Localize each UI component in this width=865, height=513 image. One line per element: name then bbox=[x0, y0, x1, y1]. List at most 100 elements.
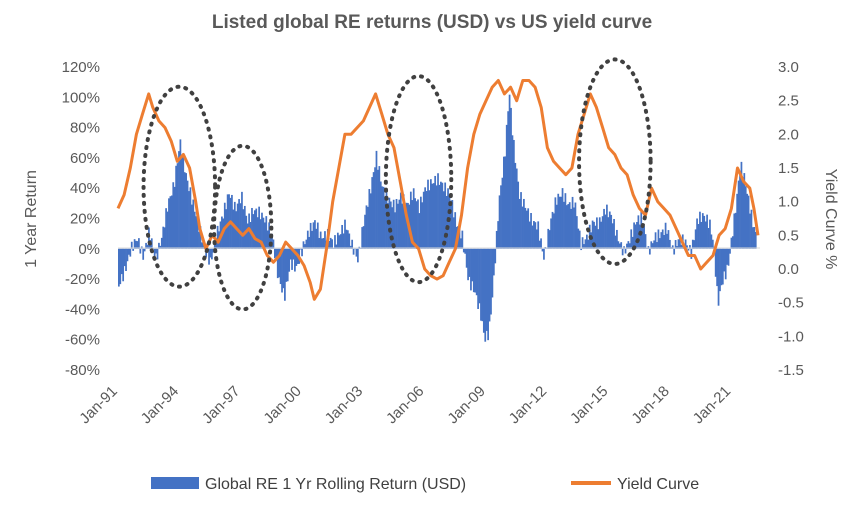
return-bar bbox=[727, 248, 730, 266]
return-bar bbox=[454, 212, 457, 249]
return-bar bbox=[249, 222, 252, 249]
return-bar bbox=[547, 228, 550, 249]
return-bar bbox=[216, 225, 219, 249]
return-bar bbox=[159, 245, 162, 249]
return-bar bbox=[563, 201, 565, 249]
y2-tick-label: 0.5 bbox=[778, 227, 799, 244]
return-bar bbox=[256, 217, 259, 249]
return-bar bbox=[365, 205, 368, 249]
return-bar bbox=[703, 215, 706, 249]
y2-tick-label: -1.0 bbox=[778, 328, 804, 345]
return-bar bbox=[409, 191, 412, 249]
return-bar bbox=[405, 202, 408, 249]
return-bar bbox=[570, 208, 572, 249]
yield-curve-line bbox=[116, 79, 760, 301]
return-bar bbox=[501, 177, 504, 249]
return-bar bbox=[699, 211, 701, 249]
return-bar bbox=[128, 248, 130, 255]
return-bar bbox=[375, 150, 378, 249]
return-bar bbox=[511, 135, 514, 249]
return-bar bbox=[502, 156, 505, 249]
x-tick-label: Jan-91 bbox=[76, 383, 120, 427]
return-bar bbox=[185, 173, 187, 249]
return-bar bbox=[743, 173, 746, 249]
return-bar bbox=[162, 226, 165, 249]
return-bar bbox=[266, 230, 269, 249]
y2-axis-title: Yield Curve % bbox=[822, 169, 839, 270]
return-bar bbox=[176, 163, 179, 249]
return-bar bbox=[411, 200, 414, 249]
return-bar bbox=[263, 222, 266, 249]
return-bar bbox=[458, 227, 461, 249]
x-tick-label: Jan-21 bbox=[690, 383, 734, 427]
return-bar bbox=[342, 233, 345, 249]
return-bar bbox=[744, 186, 747, 249]
return-bar bbox=[680, 244, 683, 249]
return-bar bbox=[491, 248, 494, 298]
return-bar bbox=[638, 224, 641, 249]
return-bar bbox=[634, 224, 637, 249]
return-bar bbox=[414, 198, 416, 249]
return-bar bbox=[648, 248, 651, 255]
return-bar bbox=[608, 211, 611, 249]
return-bar bbox=[392, 199, 395, 249]
return-bar bbox=[581, 237, 584, 249]
return-bar bbox=[528, 221, 531, 249]
return-bar bbox=[527, 208, 530, 249]
y2-tick-label: 2.5 bbox=[778, 93, 799, 110]
return-bar bbox=[696, 218, 698, 249]
return-bar bbox=[740, 161, 743, 249]
return-bar bbox=[494, 248, 497, 264]
return-bar bbox=[537, 221, 540, 249]
return-bar bbox=[311, 230, 313, 249]
return-bar bbox=[441, 182, 444, 249]
return-bar bbox=[282, 248, 285, 289]
return-bar bbox=[122, 248, 125, 282]
return-bar bbox=[382, 186, 385, 249]
return-bar bbox=[276, 248, 279, 279]
return-bar bbox=[583, 244, 585, 249]
return-bar bbox=[573, 207, 575, 249]
return-bar bbox=[661, 229, 664, 249]
return-bar bbox=[345, 229, 348, 249]
return-bar bbox=[710, 234, 713, 249]
return-bar bbox=[644, 234, 647, 249]
return-bar bbox=[179, 139, 182, 249]
return-bar bbox=[357, 248, 359, 263]
return-bar bbox=[346, 230, 349, 249]
return-bar bbox=[673, 248, 676, 255]
return-bar bbox=[723, 248, 726, 272]
legend-swatch-returns bbox=[151, 477, 199, 489]
return-bar bbox=[606, 204, 608, 249]
return-bar bbox=[706, 214, 708, 249]
return-bar bbox=[534, 222, 537, 249]
return-bar bbox=[481, 248, 484, 322]
y2-tick-label: 1.5 bbox=[778, 160, 799, 177]
return-bar bbox=[584, 239, 587, 249]
return-bar bbox=[684, 239, 687, 249]
return-bar bbox=[374, 167, 376, 249]
return-bar bbox=[223, 202, 226, 249]
return-bar bbox=[561, 188, 564, 249]
return-bar bbox=[554, 197, 557, 249]
return-bar bbox=[156, 248, 159, 260]
return-bar bbox=[707, 228, 710, 249]
return-bar bbox=[664, 222, 667, 249]
return-bar bbox=[387, 203, 389, 249]
legend-label-returns: Global RE 1 Yr Rolling Return (USD) bbox=[205, 476, 466, 493]
highlight-ellipse bbox=[212, 143, 274, 312]
return-bar bbox=[196, 216, 199, 249]
return-bar bbox=[535, 229, 538, 249]
return-bar bbox=[309, 222, 312, 249]
return-bar bbox=[521, 206, 524, 249]
return-bar bbox=[514, 162, 517, 249]
return-bar bbox=[504, 156, 507, 249]
x-tick-label: Jan-12 bbox=[506, 383, 550, 427]
return-bar bbox=[316, 222, 319, 249]
y-tick-label: 80% bbox=[70, 120, 100, 137]
return-bar bbox=[620, 242, 623, 249]
return-bar bbox=[379, 181, 382, 249]
return-bar bbox=[189, 187, 192, 249]
return-bar bbox=[440, 181, 442, 249]
return-bar bbox=[719, 248, 721, 292]
